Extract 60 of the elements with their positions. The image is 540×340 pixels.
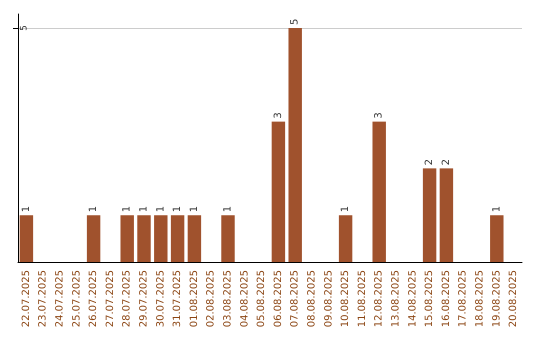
x-tick-label: 08.08.2025 <box>306 270 318 328</box>
data-label: 3 <box>374 112 385 119</box>
data-label: 1 <box>222 206 234 212</box>
bar <box>288 28 302 262</box>
bar <box>422 168 436 262</box>
data-label: 5 <box>290 18 301 26</box>
x-tick-label: 05.08.2025 <box>256 270 268 328</box>
bar <box>188 215 202 262</box>
x-tick-label: 02.08.2025 <box>206 270 217 328</box>
data-label: 1 <box>155 206 166 212</box>
x-tick-label: 19.08.2025 <box>491 270 502 328</box>
data-label: 3 <box>272 112 284 119</box>
x-tick-label: 17.08.2025 <box>458 270 469 328</box>
x-tick-label: 30.07.2025 <box>155 270 166 328</box>
x-tick-label: 13.08.2025 <box>390 270 402 328</box>
x-tick-label: 15.08.2025 <box>424 270 436 328</box>
x-tick-label: 23.07.2025 <box>38 270 49 328</box>
x-tick-label: 31.07.2025 <box>172 270 184 328</box>
x-tick-label: 20.08.2025 <box>508 270 520 328</box>
x-tick-label: 04.08.2025 <box>239 270 250 328</box>
x-tick-label: 10.08.2025 <box>340 270 352 328</box>
x-tick-label: 25.07.2025 <box>71 270 82 328</box>
bar <box>170 215 184 262</box>
bar <box>272 122 286 262</box>
x-tick-label: 07.08.2025 <box>290 270 301 328</box>
bar <box>20 215 34 262</box>
bar <box>86 215 100 262</box>
data-label: 2 <box>440 159 452 166</box>
x-tick-label: 18.08.2025 <box>474 270 486 328</box>
data-label: 1 <box>138 206 150 212</box>
bar <box>154 215 168 262</box>
bar <box>490 215 504 262</box>
data-label: 1 <box>340 206 352 212</box>
bar <box>440 168 454 262</box>
bar <box>338 215 352 262</box>
x-tick-label: 24.07.2025 <box>54 270 66 328</box>
x-tick-label: 11.08.2025 <box>356 270 368 328</box>
data-label: 1 <box>491 206 502 212</box>
x-tick-label: 06.08.2025 <box>272 270 284 328</box>
x-tick-label: 26.07.2025 <box>88 270 100 328</box>
x-tick-label: 27.07.2025 <box>104 270 116 328</box>
x-tick-label: 28.07.2025 <box>122 270 133 328</box>
data-label: 1 <box>172 206 184 212</box>
data-label: 1 <box>122 206 133 212</box>
x-tick-label: 12.08.2025 <box>374 270 385 328</box>
x-tick-label: 16.08.2025 <box>440 270 452 328</box>
x-tick-label: 09.08.2025 <box>323 270 334 328</box>
x-tick-label: 29.07.2025 <box>138 270 150 328</box>
x-tick-label: 01.08.2025 <box>188 270 200 328</box>
bar <box>372 122 386 262</box>
data-label: 1 <box>88 206 100 212</box>
x-tick-label: 03.08.2025 <box>222 270 234 328</box>
data-label: 1 <box>188 206 200 212</box>
data-label: 1 <box>20 206 32 212</box>
x-tick-label: 14.08.2025 <box>407 270 418 328</box>
x-tick-label: 22.07.2025 <box>20 270 32 328</box>
data-label: 2 <box>424 159 436 166</box>
bar <box>137 215 151 262</box>
bar <box>120 215 134 262</box>
bar <box>221 215 235 262</box>
